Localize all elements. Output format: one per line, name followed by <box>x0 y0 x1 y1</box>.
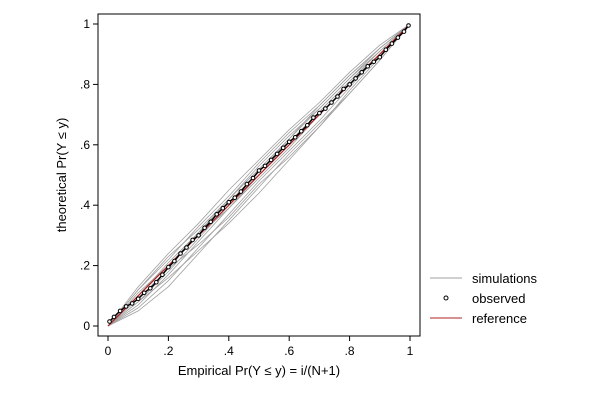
observed-point <box>190 237 195 243</box>
observed-point <box>135 296 141 302</box>
observed-point <box>107 319 112 324</box>
legend: simulations observed reference <box>430 271 538 326</box>
legend-label-simulations: simulations <box>472 271 538 286</box>
observed-point <box>148 286 153 291</box>
observed-point <box>311 115 316 120</box>
observed-point <box>406 23 411 28</box>
x-tick-label: .2 <box>163 344 173 358</box>
x-tick-label: 0 <box>105 344 112 358</box>
x-tick-label: .6 <box>284 344 294 358</box>
y-axis-ticks: 0 .2 .4 .6 .8 1 <box>80 17 98 333</box>
y-tick-label: .2 <box>80 259 90 273</box>
observed-point <box>299 128 304 134</box>
observed-point <box>129 301 135 306</box>
simulation-line-2 <box>107 23 411 327</box>
observed-point <box>274 151 280 157</box>
observed-point <box>196 233 201 238</box>
observed-point <box>178 251 183 256</box>
legend-swatch-observed <box>443 295 449 301</box>
legend-label-reference: reference <box>472 311 527 326</box>
observed-point <box>250 175 256 181</box>
observed-point <box>377 54 383 60</box>
x-axis-ticks: 0 .2 .4 .6 .8 1 <box>105 336 414 358</box>
observed-point <box>262 163 268 169</box>
x-axis-title: Empirical Pr(Y ≤ y) = i/(N+1) <box>178 363 340 378</box>
observed-point <box>214 212 219 217</box>
observed-point <box>160 272 165 278</box>
observed-point <box>166 264 171 270</box>
observed-point <box>365 64 371 69</box>
observed-point <box>256 168 262 173</box>
observed-point <box>268 157 274 163</box>
observed-point <box>220 205 226 211</box>
observed-point <box>401 29 407 34</box>
observed-point <box>184 245 189 250</box>
observed-point <box>353 76 358 81</box>
observed-point <box>154 279 159 285</box>
y-tick-label: .8 <box>80 77 90 91</box>
observed-point <box>292 135 298 140</box>
x-tick-label: .4 <box>224 344 234 358</box>
simulation-line-11 <box>107 23 411 327</box>
y-axis-title: theoretical Pr(Y ≤ y) <box>54 118 69 233</box>
observed-point <box>323 106 328 111</box>
observed-point <box>395 35 401 40</box>
observed-point <box>117 308 123 314</box>
observed-point <box>389 41 395 46</box>
observed-point <box>286 139 292 145</box>
observed-point <box>347 82 352 87</box>
observed-point <box>329 100 334 105</box>
x-tick-label: .8 <box>345 344 355 358</box>
observed-point <box>244 181 250 187</box>
observed-point <box>208 219 213 225</box>
legend-label-observed: observed <box>472 291 525 306</box>
observed-point <box>232 195 238 200</box>
observed-point <box>305 122 310 128</box>
observed-point <box>383 47 389 53</box>
observed-point <box>341 86 346 92</box>
observed-point <box>111 314 117 320</box>
observed-point <box>202 225 207 231</box>
observed-point <box>317 110 322 116</box>
observed-point <box>141 290 147 296</box>
simulation-line-12 <box>107 23 411 327</box>
y-tick-label: 0 <box>83 319 90 333</box>
observed-layer <box>107 23 411 324</box>
observed-point <box>238 189 244 194</box>
y-tick-label: 1 <box>83 17 90 31</box>
simulation-line-7 <box>107 23 411 327</box>
observed-point <box>359 70 365 75</box>
observed-point <box>371 59 377 65</box>
observed-point <box>335 94 340 99</box>
observed-point <box>172 258 177 264</box>
y-tick-label: .6 <box>80 138 90 152</box>
observed-point <box>226 199 232 205</box>
observed-point <box>123 304 129 309</box>
x-tick-label: 1 <box>407 344 414 358</box>
y-tick-label: .4 <box>80 198 90 212</box>
observed-point <box>280 145 286 151</box>
